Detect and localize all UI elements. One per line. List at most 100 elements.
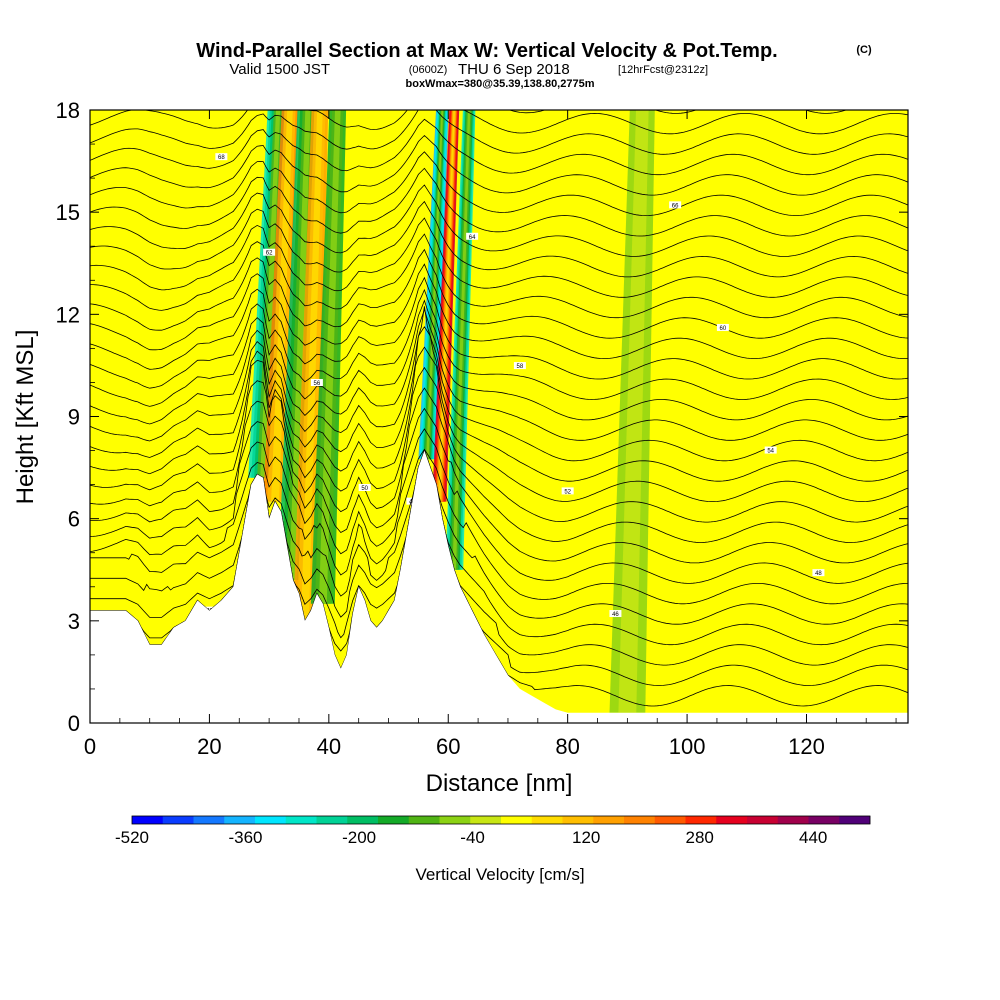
isentrope-label-bg	[716, 323, 729, 331]
isentrope-label: 56	[314, 381, 321, 387]
isentrope-label: 64	[469, 235, 476, 241]
isentrope-line	[90, 308, 908, 441]
isentrope-line	[90, 449, 908, 625]
isentrope-label-bg	[263, 248, 276, 256]
isentrope-line	[90, 366, 908, 523]
isentrope-label-bg	[561, 487, 574, 495]
velocity-band	[260, 110, 281, 478]
y-tick-label: 12	[56, 302, 80, 327]
colorbar-swatch	[193, 816, 225, 824]
y-axis-label: Height [Kft MSL]	[12, 330, 39, 505]
isentrope-label: 70	[421, 93, 428, 99]
isentrope-line	[90, 346, 908, 502]
isentrope-line	[90, 263, 908, 359]
velocity-band	[289, 110, 311, 580]
colorbar-label: Vertical Velocity [cm/s]	[415, 865, 584, 884]
isentrope-label: 48	[815, 571, 822, 577]
isentrope-line	[90, 288, 908, 400]
colorbar-swatch	[685, 816, 717, 824]
colorbar-tick-label: -360	[228, 828, 262, 847]
colorbar-swatch	[439, 816, 471, 824]
colorbar-tick-label: 280	[686, 828, 714, 847]
isentrope-line	[90, 217, 908, 298]
velocity-band	[426, 110, 444, 460]
isentrope-line	[90, 184, 908, 257]
chart-subtitle-date: THU 6 Sep 2018	[458, 61, 570, 78]
colorbar-swatch	[562, 816, 594, 824]
colorbar-tick-label: 120	[572, 828, 600, 847]
isentrope-line	[90, 299, 908, 421]
isentrope-line	[90, 449, 908, 646]
velocity-band	[452, 110, 471, 570]
colorbar-swatch	[162, 816, 194, 824]
isentrope-line	[90, 306, 908, 462]
colorbar-tick-label: -40	[460, 828, 485, 847]
colorbar-swatch	[808, 816, 840, 824]
isentrope-label: 68	[218, 155, 225, 161]
x-tick-label: 80	[555, 734, 579, 759]
isentrope-line	[90, 449, 908, 686]
isentrope-label-bg	[358, 483, 371, 491]
y-axis: 0 3 6 9 12 15 18	[56, 98, 908, 736]
chart-subtitle-fcst: [12hrFcst@2312z]	[618, 64, 708, 76]
colorbar-swatch	[408, 816, 440, 824]
colorbar-swatch	[777, 816, 809, 824]
colorbar-swatch	[747, 816, 779, 824]
colorbar-swatch	[132, 816, 164, 824]
colorbar-swatch	[654, 816, 686, 824]
isentrope-label-bg	[215, 153, 228, 161]
isentrope-line	[90, 134, 908, 196]
chart-copyright: (C)	[856, 44, 872, 56]
plot-area: 424446485052545658606264666870	[90, 93, 908, 723]
colorbar-swatch	[531, 816, 563, 824]
terrain-mask	[90, 450, 908, 723]
isentrope-label: 50	[361, 486, 368, 492]
colorbar-swatch	[839, 816, 871, 824]
isentrope-label-bg	[310, 379, 323, 387]
colorbar-tick-label: -520	[115, 828, 149, 847]
y-tick-label: 9	[68, 405, 80, 430]
isentrope-label-bg	[513, 362, 526, 370]
isentrope-label: 60	[720, 326, 727, 332]
isentrope-line	[90, 233, 908, 319]
x-axis-label: Distance [nm]	[426, 770, 573, 797]
isentrope-label: 66	[672, 203, 679, 209]
isentrope-line	[90, 407, 908, 564]
isentrope-line	[90, 110, 908, 135]
x-tick-label: 120	[788, 734, 825, 759]
x-tick-label: 100	[669, 734, 706, 759]
colorbar-swatch	[624, 816, 656, 824]
velocity-bands	[248, 110, 655, 713]
x-tick-label: 0	[84, 734, 96, 759]
colorbar-swatch	[470, 816, 502, 824]
colorbar-swatch	[224, 816, 256, 824]
chart-subtitle-valid: Valid 1500 JST	[229, 61, 330, 78]
isentrope-line	[90, 200, 908, 278]
chart-subtitle-utc: (0600Z)	[409, 64, 448, 76]
x-axis: 0 20 40 60 80 100 120	[84, 110, 897, 759]
colorbar-swatch	[501, 816, 533, 824]
colorbar-swatch	[593, 816, 625, 824]
colorbar-tick-label: 440	[799, 828, 827, 847]
chart-box-info: boxWmax=380@35.39,138.80,2775m	[406, 78, 595, 90]
isentrope-label: 54	[767, 449, 774, 455]
y-tick-label: 3	[68, 609, 80, 634]
velocity-band	[271, 110, 293, 502]
y-tick-label: 6	[68, 507, 80, 532]
colorbar-swatch	[716, 816, 748, 824]
isentrope-label: 58	[517, 364, 524, 370]
isentrope-label-bg	[764, 446, 777, 454]
isentrope-line	[90, 449, 908, 666]
x-tick-label: 20	[197, 734, 221, 759]
colorbar-swatch	[316, 816, 348, 824]
isentrope-line	[90, 167, 908, 237]
isentrope-contours: 424446485052545658606264666870	[90, 93, 908, 707]
colorbar-swatch	[255, 816, 287, 824]
y-tick-label: 18	[56, 98, 80, 123]
isentrope-label: 46	[612, 612, 619, 618]
isentrope-line	[90, 326, 908, 482]
colorbar-swatch	[285, 816, 317, 824]
isentrope-label-bg	[466, 232, 479, 240]
chart-title: Wind-Parallel Section at Max W: Vertical…	[196, 40, 777, 62]
